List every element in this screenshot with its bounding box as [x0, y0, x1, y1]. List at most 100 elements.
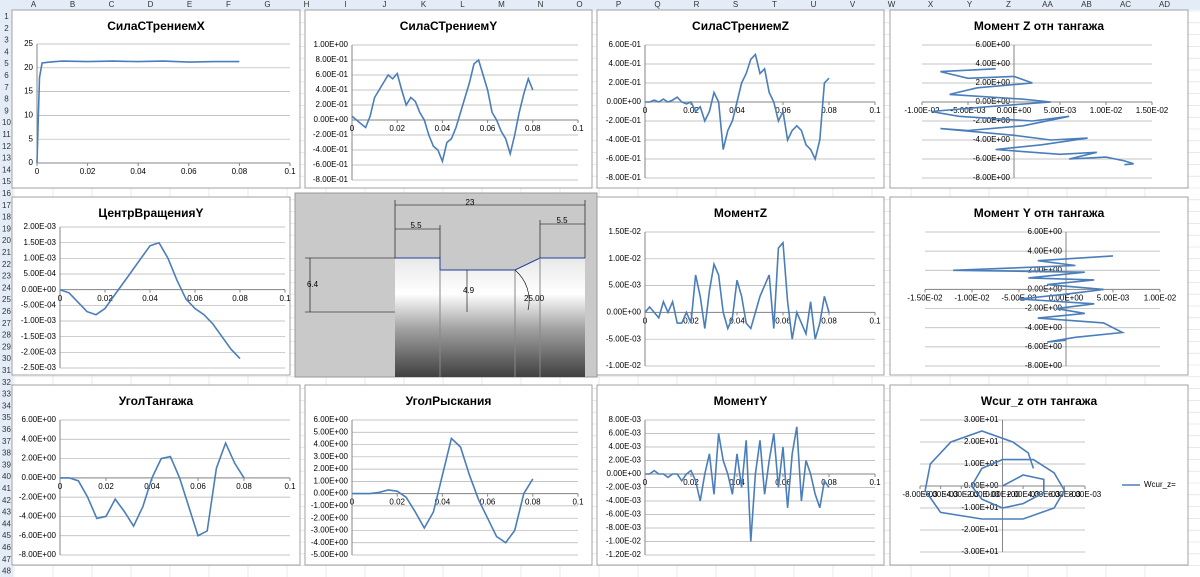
y-tick-label: -1.00E+01 — [961, 503, 999, 512]
y-tick-label: 15 — [24, 87, 33, 96]
x-tick-label: 0.1 — [279, 294, 291, 303]
y-tick-label: 1.50E-03 — [24, 238, 57, 247]
y-tick-label: 20 — [24, 63, 33, 72]
row-header: 41 — [2, 484, 11, 493]
chart: СилаСТрениемX 0 5 10 15 20 25 0 0.02 0.04 0.06 0.08… — [11, 9, 301, 189]
y-tick-label: -2.00E-01 — [606, 116, 642, 125]
y-tick-label: 3.00E+00 — [314, 452, 349, 461]
x-tick-label: -1.50E-02 — [907, 294, 943, 303]
x-tick-label: 0.02 — [389, 498, 405, 507]
x-tick-label: 0.1 — [572, 124, 584, 133]
x-tick-label: 0 — [350, 498, 355, 507]
x-tick-label: 0.06 — [187, 294, 203, 303]
dimension-label: 5.5 — [410, 221, 422, 230]
y-tick-label: -2.00E+01 — [961, 525, 999, 534]
x-tick-label: -5.00E-03 — [1001, 294, 1037, 303]
chart-title: УголРыскания — [406, 394, 492, 408]
column-header: J — [383, 0, 387, 9]
column-header: F — [226, 0, 231, 9]
x-tick-label: 0.04 — [729, 106, 745, 115]
y-tick-label: 0.00E+00 — [607, 97, 642, 106]
row-header: 14 — [2, 165, 11, 174]
column-header: AA — [1042, 0, 1053, 9]
dimension-label: 5.5 — [556, 216, 568, 225]
row-header: 8 — [4, 95, 9, 104]
x-tick-label: -1.00E-02 — [954, 294, 990, 303]
y-tick-label: -4.00E+00 — [19, 512, 57, 521]
row-header: 33 — [2, 390, 11, 399]
row-header-bar — [0, 0, 13, 577]
y-tick-label: -1.00E-02 — [606, 361, 642, 370]
x-tick-label: 0 — [58, 294, 63, 303]
chart-panel — [889, 9, 1189, 189]
y-tick-label: -1.00E-03 — [21, 316, 57, 325]
y-tick-label: -3.00E+00 — [311, 526, 349, 535]
row-header: 43 — [2, 508, 11, 517]
row-header: 39 — [2, 460, 11, 469]
y-tick-label: 8.00E-01 — [316, 55, 349, 64]
y-tick-label: 2.00E+00 — [22, 454, 57, 463]
row-header: 28 — [2, 331, 11, 340]
y-tick-label: -4.00E-01 — [313, 145, 349, 154]
y-tick-label: 6.00E-01 — [609, 40, 642, 49]
x-tick-label: 1.00E-02 — [1144, 294, 1177, 303]
x-tick-label: -1.00E-02 — [904, 106, 940, 115]
column-header: D — [148, 0, 154, 9]
y-tick-label: 6.00E+00 — [314, 415, 349, 424]
y-tick-label: -6.00E+00 — [1025, 342, 1063, 351]
column-header: S — [733, 0, 738, 9]
x-tick-label: 5.00E-03 — [1097, 294, 1130, 303]
x-tick-label: 0.08 — [525, 124, 541, 133]
y-tick-label: 1.00E-02 — [609, 254, 642, 263]
column-header: AB — [1081, 0, 1092, 9]
row-header: 38 — [2, 449, 11, 458]
x-tick-label: 0.04 — [435, 498, 451, 507]
data-line — [953, 255, 1126, 343]
y-tick-label: 2.00E-01 — [316, 100, 349, 109]
y-tick-label: -8.00E+00 — [1025, 361, 1063, 370]
y-tick-label: -6.00E-01 — [606, 154, 642, 163]
row-header: 27 — [2, 319, 11, 328]
column-header: B — [70, 0, 75, 9]
column-header: L — [460, 0, 465, 9]
x-tick-label: 0.02 — [98, 482, 114, 491]
column-header: AD — [1159, 0, 1170, 9]
y-tick-label: 5.00E-03 — [609, 281, 642, 290]
y-tick-label: 2.00E+00 — [1028, 265, 1063, 274]
x-tick-label: 0.06 — [480, 124, 496, 133]
x-tick-label: 0.04 — [435, 124, 451, 133]
chart-title: Момент Y отн тангажа — [974, 206, 1105, 220]
x-tick-label: 0.04 — [729, 317, 745, 326]
x-tick-label: 8.00E-03 — [1069, 490, 1102, 499]
y-tick-label: -2.00E-03 — [21, 347, 57, 356]
shaft — [395, 258, 585, 377]
x-tick-label: -5.00E-03 — [950, 106, 986, 115]
y-tick-label: -2.00E-01 — [313, 130, 349, 139]
row-header: 26 — [2, 307, 11, 316]
x-tick-label: 0.00E+00 — [997, 106, 1032, 115]
chart-panel — [11, 9, 301, 189]
column-header: Z — [1006, 0, 1011, 9]
x-tick-label: 0.00E+00 — [1049, 294, 1084, 303]
y-tick-label: -8.00E-01 — [313, 175, 349, 184]
y-tick-label: -2.00E+00 — [311, 513, 349, 522]
row-header: 24 — [2, 283, 11, 292]
y-tick-label: -2.00E+00 — [973, 116, 1011, 125]
y-tick-label: 2.00E-03 — [24, 222, 57, 231]
y-tick-label: -1.50E-03 — [21, 332, 57, 341]
chart: СилаСТрениемY 1.00E+00 8.00E-01 6.00E-01 4.0… — [304, 9, 593, 189]
row-header: 16 — [2, 189, 11, 198]
x-tick-label: 0.1 — [284, 167, 296, 176]
row-header: 12 — [2, 142, 11, 151]
x-tick-label: -6.00E-03 — [923, 490, 959, 499]
x-tick-label: 0.08 — [232, 294, 248, 303]
row-header: 7 — [4, 83, 9, 92]
x-tick-label: 0.04 — [144, 482, 160, 491]
column-header: U — [811, 0, 817, 9]
row-header: 32 — [2, 378, 11, 387]
x-tick-label: 0.06 — [480, 498, 496, 507]
chart: Момент Z отн тангажа 6.00E+00 4.00E+00 2.00… — [889, 9, 1189, 189]
chart: УголТангажа 6.00E+00 4.00E+00 2.00E+00 0.00E… — [11, 384, 301, 566]
y-tick-label: 0.00E+00 — [314, 489, 349, 498]
x-tick-label: 0.08 — [821, 478, 837, 487]
